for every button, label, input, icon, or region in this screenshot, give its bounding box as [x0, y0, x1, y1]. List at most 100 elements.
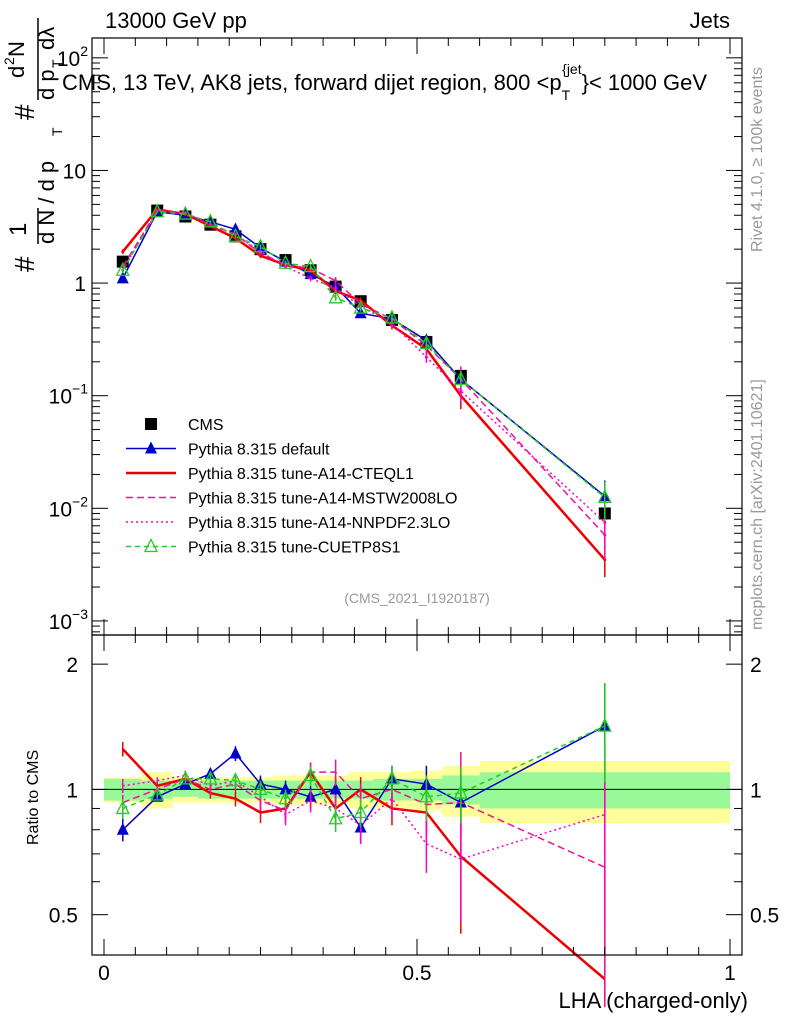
analysis-id: (CMS_2021_I1920187) [344, 590, 490, 606]
point-nnpdf [208, 223, 212, 227]
y-tick-label-0: 102 [57, 43, 88, 71]
x-tick-label-0: 0 [98, 962, 110, 985]
point-cuetp [278, 254, 293, 269]
title-main: CMS, 13 TeV, AK8 jets, forward dijet reg… [62, 70, 562, 95]
point-default [354, 306, 367, 319]
ratio-tick-label-0: 0.5 [49, 905, 78, 928]
ratio-point-cuetp [228, 772, 243, 787]
y-tick-label-1: 10 [63, 160, 86, 183]
title-end: }< 1000 GeV [582, 70, 708, 95]
point-nnpdf [334, 286, 338, 290]
point-cuetp [384, 309, 400, 324]
ratio-point-cuetp [115, 799, 130, 815]
point-cuetp [150, 203, 165, 218]
legend-label-mstw: Pythia 8.315 tune-A14-MSTW2008LO [188, 491, 457, 508]
legend-entry-cms: CMS [145, 417, 224, 434]
point-cuetp [228, 227, 243, 242]
y-axis-label: # 1 d N / d p T # d 2 N d p T dλ [1, 18, 65, 272]
ratio-point-default [229, 746, 242, 759]
point-cuetp [419, 335, 434, 350]
legend-label-default: Pythia 8.315 default [188, 442, 330, 459]
series-cuetp [115, 203, 612, 833]
ratio-tick-label-right-2: 2 [750, 654, 762, 677]
point-nnpdf [309, 276, 313, 280]
ylabel-dp: d p [34, 69, 59, 100]
legend-label-cuetp: Pythia 8.315 tune-CUETP8S1 [188, 540, 401, 557]
point-cuetp [328, 289, 343, 304]
ratio-tick-label-2: 2 [66, 654, 78, 677]
point-nnpdf [284, 265, 288, 269]
y-tick-label-4: 10−2 [49, 493, 89, 521]
ylabel-dn: d N / d p [34, 161, 59, 244]
ylabel-two: 2 [1, 57, 17, 65]
point-nnpdf [424, 355, 428, 359]
ylabel-dlam: dλ [34, 27, 59, 50]
mcplots-label: mcplots.cern.ch [arXiv:2401.10621] [749, 379, 766, 630]
legend-label-cms: CMS [188, 417, 224, 434]
ratio-y-label: Ratio to CMS [25, 750, 42, 845]
ylabel-n: N [4, 41, 29, 57]
ratio-tick-label-1: 1 [66, 779, 78, 802]
legend-marker-cms [145, 418, 157, 430]
legend: CMS Pythia 8.315 default Pythia 8.315 tune… [126, 417, 457, 557]
legend-entry-mstw: Pythia 8.315 tune-A14-MSTW2008LO [126, 491, 457, 508]
title-sub: T [562, 87, 571, 103]
title-sup: {jet [562, 61, 582, 77]
ratio-tick-label-right-1: 1 [750, 779, 762, 802]
series-mstw [121, 209, 607, 1007]
ylabel-hash1: # [9, 256, 40, 272]
legend-entry-cuetp: Pythia 8.315 tune-CUETP8S1 [126, 538, 401, 557]
point-ctq [121, 250, 125, 254]
point-nnpdf [603, 520, 607, 524]
plot-title: CMS, 13 TeV, AK8 jets, forward dijet reg… [62, 61, 707, 103]
point-cuetp [178, 205, 193, 220]
header-left: 13000 GeV pp [105, 8, 247, 33]
point-default [116, 271, 129, 284]
rivet-label: Rivet 4.1.0, ≥ 100k events [749, 67, 766, 252]
point-mstw [334, 279, 338, 283]
legend-label-ctq: Pythia 8.315 tune-A14-CTEQL1 [188, 466, 414, 483]
point-nnpdf [459, 389, 463, 393]
line-mstw [122, 209, 606, 536]
ylabel-t1: T [49, 127, 65, 136]
header-right: Jets [690, 8, 730, 33]
ratio-point-cuetp [353, 804, 368, 819]
ratio-point-cuetp [453, 784, 468, 799]
point-cuetp [353, 299, 368, 314]
x-tick-label-1: 0.5 [402, 962, 431, 985]
ratio-point-cuetp [384, 770, 400, 785]
ylabel-one: 1 [5, 223, 32, 236]
x-tick-label-2: 1 [724, 962, 736, 985]
ratio-point-cuetp [303, 767, 318, 782]
legend-entry-default: Pythia 8.315 default [126, 441, 330, 459]
ratio-point-cuetp [419, 788, 434, 803]
y-tick-label-2: 1 [74, 273, 86, 296]
series-ctq [121, 208, 607, 1007]
ratio-point-cuetp [178, 770, 193, 785]
ratio-point-cuetp [253, 780, 268, 796]
ratio-point-default [279, 782, 292, 795]
tick-marks [92, 38, 742, 956]
ratio-point-default [329, 782, 342, 795]
x-axis-label: LHA (charged-only) [558, 988, 748, 1013]
point-cuetp [303, 258, 318, 273]
legend-label-nnpdf: Pythia 8.315 tune-A14-NNPDF2.3LO [188, 515, 450, 532]
tick-labels: 102 10 1 10−1 10−2 10−3 0 0.5 1 0.5 0.5 1 1 2 2 [49, 43, 780, 985]
ratio-point-cuetp [278, 790, 293, 805]
ylabel-d2n: d [4, 66, 29, 78]
ylabel-t2: T [49, 59, 65, 68]
legend-marker-cuetp [143, 538, 159, 553]
ratio-point-default [116, 822, 129, 835]
point-cuetp [597, 488, 612, 504]
cms-uncertainty-bands [104, 761, 730, 824]
y-tick-label-3: 10−1 [49, 381, 89, 409]
ratio-point-cuetp [150, 786, 165, 801]
ratio-point-cuetp [328, 810, 343, 825]
ratio-line-nnpdf [122, 774, 606, 860]
legend-entry-nnpdf: Pythia 8.315 tune-A14-NNPDF2.3LO [126, 515, 450, 532]
ylabel-hash2: # [9, 104, 40, 120]
ratio-point-cuetp [597, 717, 612, 732]
ratio-tick-label-right-0: 0.5 [750, 905, 779, 928]
legend-entry-ctq: Pythia 8.315 tune-A14-CTEQL1 [126, 466, 414, 483]
